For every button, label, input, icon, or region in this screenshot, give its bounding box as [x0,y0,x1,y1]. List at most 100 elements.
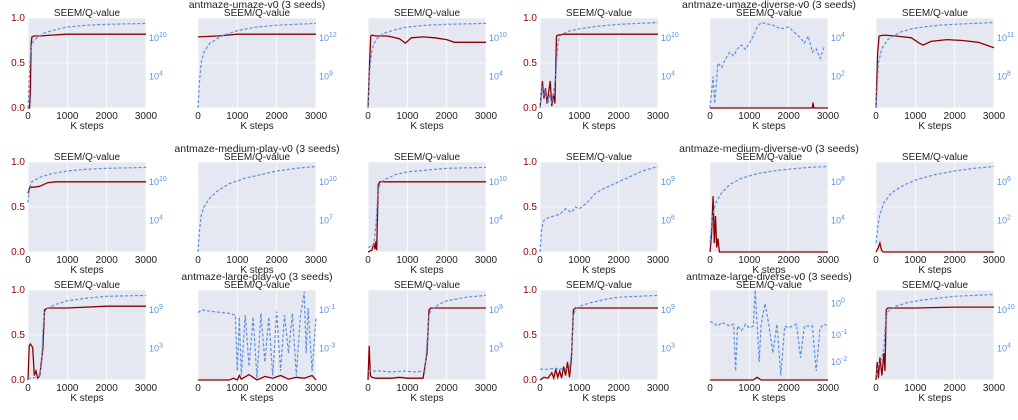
y-right-tick-label: 1010 [149,32,167,43]
q-value-line [539,21,659,109]
x-tick-label: 3000 [475,111,498,122]
y-right-tick-label: 106 [997,176,1011,187]
seem-line [539,307,658,381]
chart-panel: SEEM/Q-value 0 1000 2000 3000 K steps 104 1010 [365,152,507,276]
x-tick-label: 0 [365,383,371,394]
x-tick-label: 3000 [135,383,158,394]
x-tick-label: 1000 [904,383,927,394]
x-tick-label: 1000 [396,383,419,394]
y-right-tick-label: 108 [831,176,845,187]
x-tick-label: 3000 [305,255,328,266]
y-right-tick-label: 10-2 [831,356,847,367]
group-title: antmaze-large-diverse-v0 (3 seeds) [686,271,852,283]
x-tick-label: 3000 [305,111,328,122]
y-left-tick-label: 1.0 [11,157,25,168]
x-tick-label: 0 [365,111,371,122]
q-value-line [875,293,995,376]
y-right-tick-label: 1010 [319,176,337,187]
panel-title: SEEM/Q-value [902,152,969,163]
chart-panel: SEEM/Q-value 0 1000 2000 3000 K steps 102 104 [707,8,845,132]
panel-title: SEEM/Q-value [902,280,969,291]
x-tick-label: 3000 [817,111,840,122]
q-value-line [367,22,487,109]
y-left-tick-label: 0.5 [11,330,25,341]
y-left-tick-label: 1.0 [523,13,537,24]
seem-line [197,33,316,38]
x-axis-label: K steps [918,393,951,404]
x-tick-label: 2000 [96,383,119,394]
x-tick-label: 3000 [647,383,670,394]
x-axis-label: K steps [582,121,615,132]
x-tick-label: 3000 [305,383,328,394]
y-right-tick-label: 103 [661,343,675,354]
chart-panel: SEEM/Q-value 0 1000 2000 3000 K steps 108 1011 [873,8,1014,132]
y-right-tick-label: 104 [661,71,675,82]
y-left-tick-label: 0.0 [11,103,25,114]
y-right-tick-label: 106 [661,215,675,226]
x-axis-label: K steps [752,121,785,132]
x-axis-label: K steps [410,393,443,404]
x-axis-label: K steps [240,121,273,132]
x-tick-label: 0 [873,111,879,122]
x-tick-label: 0 [707,255,713,266]
x-axis-label: K steps [240,265,273,276]
x-axis-label: K steps [410,121,443,132]
y-right-tick-label: 1010 [149,176,167,187]
q-value-line [875,21,995,109]
q-value-line [709,165,829,244]
chart-panel: SEEM/Q-value 0 1000 2000 3000 K steps 109 1012 [195,8,337,132]
panel-title: SEEM/Q-value [566,8,633,19]
x-axis-label: K steps [582,265,615,276]
chart-panel: SEEM/Q-value 0 1000 2000 3000 K steps 102 106 [873,152,1011,276]
q-value-line [540,294,659,370]
x-tick-label: 1000 [904,255,927,266]
x-tick-label: 2000 [944,255,967,266]
x-tick-label: 3000 [135,255,158,266]
x-tick-label: 2000 [436,111,459,122]
y-right-tick-label: 109 [319,71,333,82]
y-right-tick-label: 104 [831,32,845,43]
y-left-tick-label: 0.0 [523,103,537,114]
chart-panel: SEEM/Q-value 0 1000 2000 3000 K steps 0.0 0.5 1.… [11,280,163,404]
y-right-tick-label: 108 [997,71,1011,82]
y-right-tick-label: 100 [831,298,845,309]
q-value-line [27,166,147,203]
q-value-line [368,294,487,373]
x-tick-label: 2000 [266,255,289,266]
x-tick-label: 0 [707,111,713,122]
y-right-tick-label: 109 [661,304,675,315]
chart-panel: SEEM/Q-value 0 1000 2000 3000 K steps 0.0 0.5 1.… [523,8,679,132]
x-tick-label: 0 [25,111,31,122]
chart-panel: SEEM/Q-value 0 1000 2000 3000 K steps 0.0 0.5 1.… [523,152,675,276]
panel-title: SEEM/Q-value [394,152,461,163]
panel-title: SEEM/Q-value [736,8,803,19]
panel-title: SEEM/Q-value [54,280,121,291]
x-tick-label: 3000 [475,383,498,394]
x-tick-label: 1000 [738,111,761,122]
x-tick-label: 3000 [647,255,670,266]
y-right-tick-label: 10-1 [319,304,335,315]
x-tick-label: 0 [707,383,713,394]
x-tick-label: 2000 [608,111,631,122]
x-axis-label: K steps [752,265,785,276]
panel-title: SEEM/Q-value [566,280,633,291]
seem-line [710,102,828,109]
panel-title: SEEM/Q-value [224,152,291,163]
x-axis-label: K steps [70,121,103,132]
q-value-line [539,165,659,253]
seem-line [875,34,995,109]
q-value-line [709,21,825,109]
chart-panel: SEEM/Q-value 0 1000 2000 3000 K steps 104 1010 [365,8,507,132]
y-right-tick-label: 10-3 [319,343,335,354]
seem-line [198,373,317,381]
x-tick-label: 1000 [568,383,591,394]
group-title: antmaze-umaze-diverse-v0 (3 seeds) [682,0,856,11]
x-axis-label: K steps [918,265,951,276]
y-left-tick-label: 0.5 [523,330,537,341]
y-right-tick-label: 104 [489,71,503,82]
x-tick-label: 3000 [983,383,1006,394]
y-right-tick-label: 1010 [489,32,507,43]
seem-line [710,376,828,381]
y-left-tick-label: 0.5 [11,58,25,69]
y-right-tick-label: 104 [149,215,163,226]
